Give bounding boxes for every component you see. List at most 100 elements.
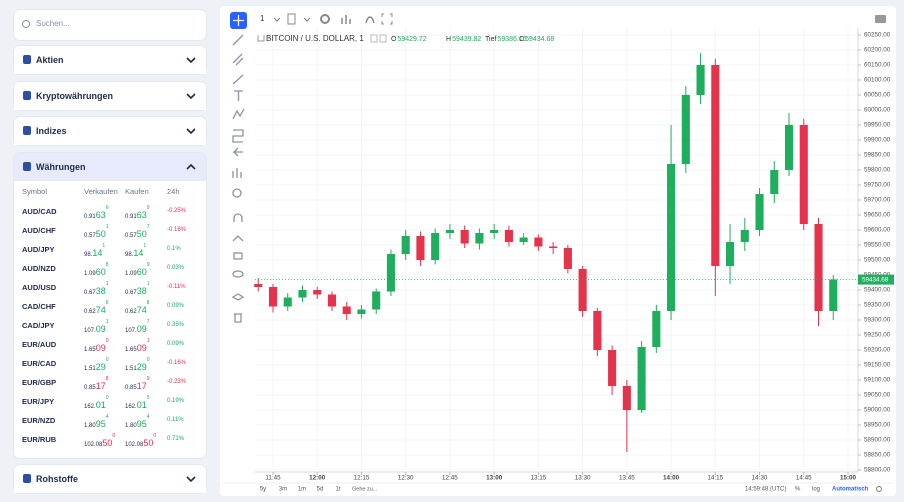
- fib-tool[interactable]: [232, 53, 244, 66]
- y-tick-label: 59850.00: [864, 152, 891, 159]
- y-tick-label: 59500.00: [864, 257, 891, 264]
- auto-button[interactable]: Automatisch: [832, 487, 869, 493]
- timeframe-button[interactable]: 1t: [335, 487, 340, 493]
- change: 0.09%: [167, 303, 185, 309]
- table-row[interactable]: EUR/JPY 162.010 162.015 0.19%: [14, 395, 206, 410]
- y-tick-label: 59700.00: [864, 197, 891, 204]
- buy-price: 0.85179: [125, 376, 149, 391]
- x-tick-label: 14:30: [752, 475, 768, 482]
- settings-button[interactable]: [320, 14, 330, 24]
- sell-price: 0.62746: [84, 300, 108, 315]
- price-part: 09: [136, 343, 147, 353]
- x-tick-label: 14:45: [796, 475, 812, 482]
- table-row[interactable]: EUR/CAD 1.51290 1.51290 -0.16%: [14, 357, 206, 372]
- candle-body: [342, 306, 351, 314]
- fullscreen-button[interactable]: [381, 13, 393, 25]
- compare-button[interactable]: [365, 16, 375, 24]
- timeframe-button[interactable]: 3m: [279, 487, 287, 493]
- log-button[interactable]: log: [812, 487, 820, 493]
- delete-tool[interactable]: [234, 313, 242, 323]
- candle-body: [431, 233, 440, 260]
- text-tool[interactable]: [234, 90, 243, 101]
- magnet-tool[interactable]: [233, 213, 243, 222]
- candle-body: [327, 294, 337, 307]
- timeframe-button[interactable]: 5d: [317, 487, 324, 493]
- candle-body: [784, 125, 794, 170]
- section-header[interactable]: Währungen: [14, 153, 206, 181]
- legend-icons: [379, 34, 387, 43]
- price-part: 38: [95, 286, 106, 296]
- goto-button[interactable]: Gehe zu...: [352, 486, 378, 492]
- ohlc-label: C: [519, 36, 524, 43]
- search-box[interactable]: Suchen...: [14, 10, 206, 40]
- price-part: 4: [105, 414, 109, 420]
- timeframe-button[interactable]: 5y: [260, 487, 266, 493]
- table-row[interactable]: AUD/JPY 98.141 98.141 0.1%: [14, 243, 206, 258]
- collapse-icon[interactable]: [257, 34, 265, 42]
- table-row[interactable]: CAD/CHF 0.62746 0.62748 0.09%: [14, 300, 206, 315]
- measure-tool[interactable]: [232, 168, 242, 178]
- table-row[interactable]: AUD/USD 0.67381 0.67381 -0.11%: [14, 281, 206, 296]
- ohlc-value: 59386.16: [497, 36, 526, 43]
- section-header[interactable]: Rohstoffe: [14, 465, 206, 493]
- timeframe-button[interactable]: 1m: [298, 487, 306, 493]
- layers-tool[interactable]: [231, 293, 245, 301]
- y-tick-label: 59800.00: [864, 167, 891, 174]
- symbol: EUR/NZD: [22, 416, 56, 425]
- y-tick-label: 59200.00: [864, 347, 891, 354]
- settings-button[interactable]: [876, 486, 882, 492]
- trend-line-tool[interactable]: [232, 34, 244, 46]
- section-header[interactable]: Aktien: [14, 46, 206, 74]
- y-tick-label: 60200.00: [864, 47, 891, 54]
- price-part: 74: [95, 305, 106, 315]
- instrument: BITCOIN / U.S. DOLLAR, 1: [266, 34, 364, 43]
- chevron-path: [186, 93, 196, 99]
- table-row[interactable]: AUD/CHF 0.57501 0.57507 -0.16%: [14, 224, 206, 239]
- clock: 14:59:48 (UTC): [745, 487, 786, 493]
- screenshot-button[interactable]: [875, 15, 886, 23]
- candle-body: [814, 224, 823, 311]
- lock-tool[interactable]: [233, 252, 243, 260]
- buy-price: 1.51290: [125, 357, 149, 372]
- price-part: 1: [105, 224, 109, 230]
- hide-tool[interactable]: [232, 270, 244, 278]
- chart-type-button[interactable]: [287, 13, 296, 25]
- table-row[interactable]: CAD/JPY 107.091 107.097 0.35%: [14, 319, 206, 334]
- percent-button[interactable]: %: [795, 487, 801, 493]
- candle-body: [696, 65, 705, 95]
- buy-price: 1.65091: [125, 338, 149, 353]
- price-part: 0: [153, 433, 157, 439]
- lock-drawings-tool[interactable]: [232, 235, 244, 242]
- section-header[interactable]: Kryptowährungen: [14, 82, 206, 110]
- pattern-tool[interactable]: [232, 108, 245, 120]
- price-part: 0: [105, 338, 109, 344]
- table-row[interactable]: EUR/RUB 102.08500 102.08500 0.71%: [14, 433, 206, 448]
- back-tool[interactable]: [232, 147, 243, 157]
- table-row[interactable]: AUD/NZD 1.09608 1.09609 0.03%: [14, 262, 206, 277]
- indicators-button[interactable]: [341, 15, 351, 24]
- x-tick-label: 14:00: [663, 475, 680, 482]
- section-card: Aktien: [14, 46, 206, 74]
- search-placeholder: Suchen...: [36, 19, 70, 28]
- interval[interactable]: 1: [260, 14, 265, 23]
- section-header[interactable]: Indizes: [14, 117, 206, 145]
- y-tick-label: 60100.00: [864, 77, 891, 84]
- search-icon: [22, 20, 30, 28]
- candle-body: [313, 290, 322, 295]
- price-part: 1: [143, 243, 147, 249]
- price-part: 0: [105, 395, 109, 401]
- prediction-tool[interactable]: [232, 129, 244, 143]
- chart-panel: [220, 6, 896, 496]
- price-part: 162.: [125, 404, 137, 410]
- symbol: CAD/CHF: [22, 302, 56, 311]
- table-row[interactable]: EUR/NZD 1.80954 1.80954 0.11%: [14, 414, 206, 429]
- x-tick-label: 12:45: [442, 475, 458, 482]
- candle-body: [372, 291, 381, 310]
- sell-price: 1.80954: [84, 414, 109, 429]
- table-row[interactable]: AUD/CAD 0.91636 0.91639 -0.25%: [14, 205, 206, 220]
- zoom-tool[interactable]: [232, 188, 242, 198]
- table-row[interactable]: EUR/GBP 0.85178 0.85179 -0.23%: [14, 376, 206, 391]
- table-row[interactable]: EUR/AUD 1.65090 1.65091 0.09%: [14, 338, 206, 353]
- brush-tool[interactable]: [232, 74, 244, 85]
- candle-body: [608, 350, 617, 386]
